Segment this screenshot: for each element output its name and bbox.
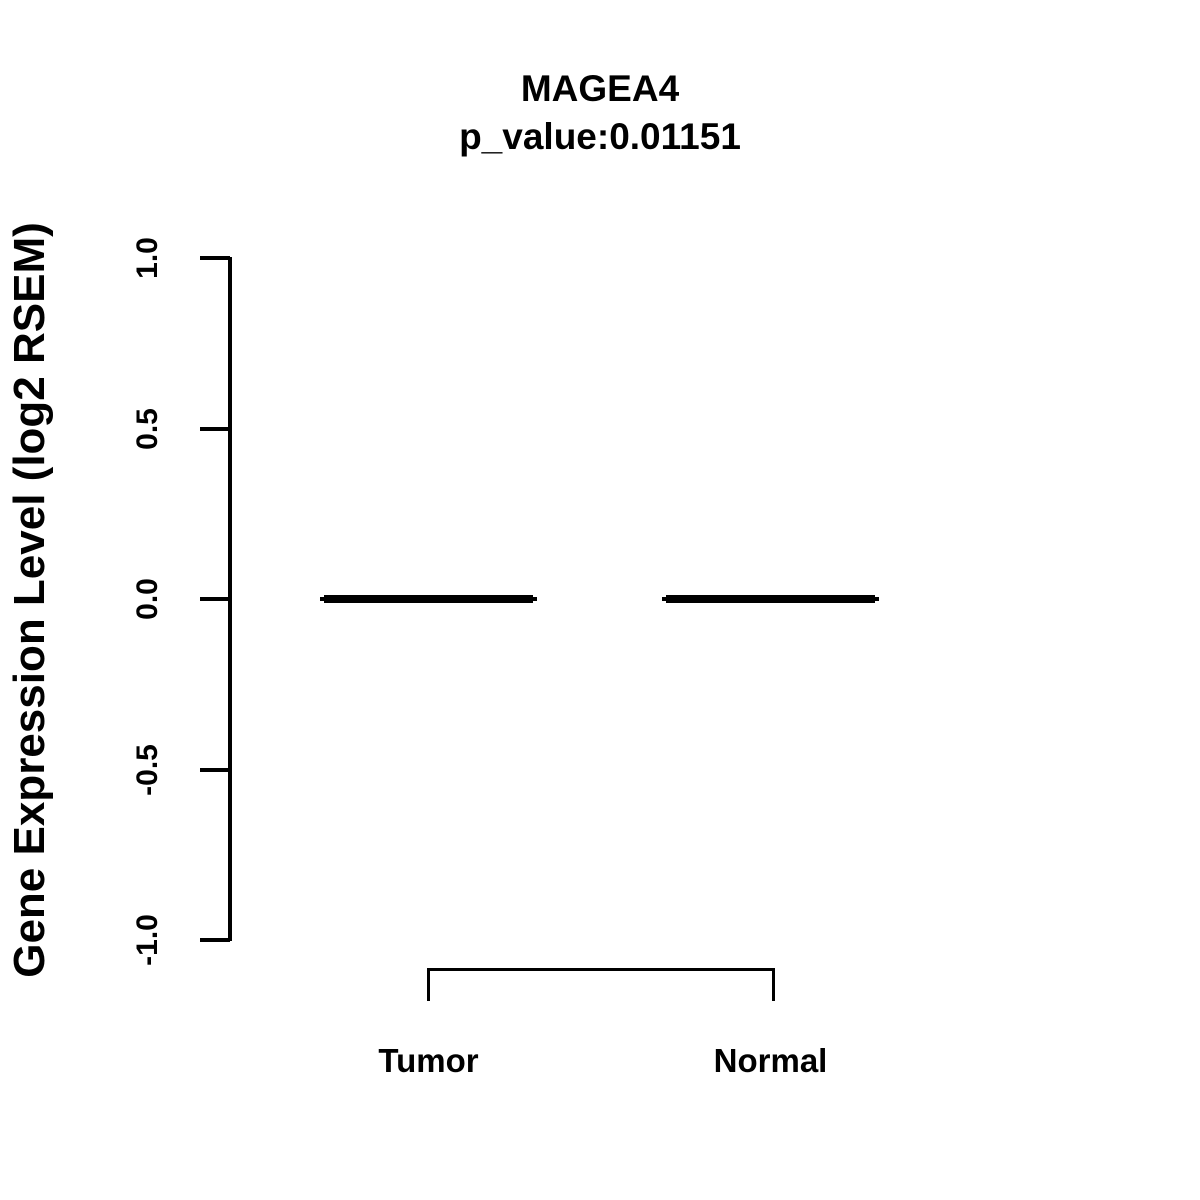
y-tick-label: -1.0 (131, 914, 164, 966)
y-tick-label: 0.5 (131, 407, 164, 450)
x-axis-label-normal: Normal (713, 1042, 828, 1079)
y-axis-title: Gene Expression Level (log2 RSEM) (5, 222, 54, 978)
y-tick-label: 1.0 (131, 237, 164, 279)
chart-subtitle-pvalue: p_value:0.01151 (459, 116, 741, 157)
y-tick (200, 426, 230, 431)
y-tick-label: -0.5 (131, 743, 164, 796)
median-line-tumor (320, 595, 537, 603)
y-tick (200, 767, 230, 772)
x-axis-label-tumor: Tumor (378, 1042, 479, 1079)
y-tick (200, 938, 230, 942)
y-tick-label: 0.0 (131, 578, 164, 620)
comparison-bracket (427, 968, 775, 1001)
y-axis-line (228, 257, 232, 941)
y-tick (200, 256, 230, 260)
y-tick (200, 597, 230, 601)
median-line-normal (662, 595, 879, 603)
chart-title: MAGEA4 (520, 68, 680, 109)
